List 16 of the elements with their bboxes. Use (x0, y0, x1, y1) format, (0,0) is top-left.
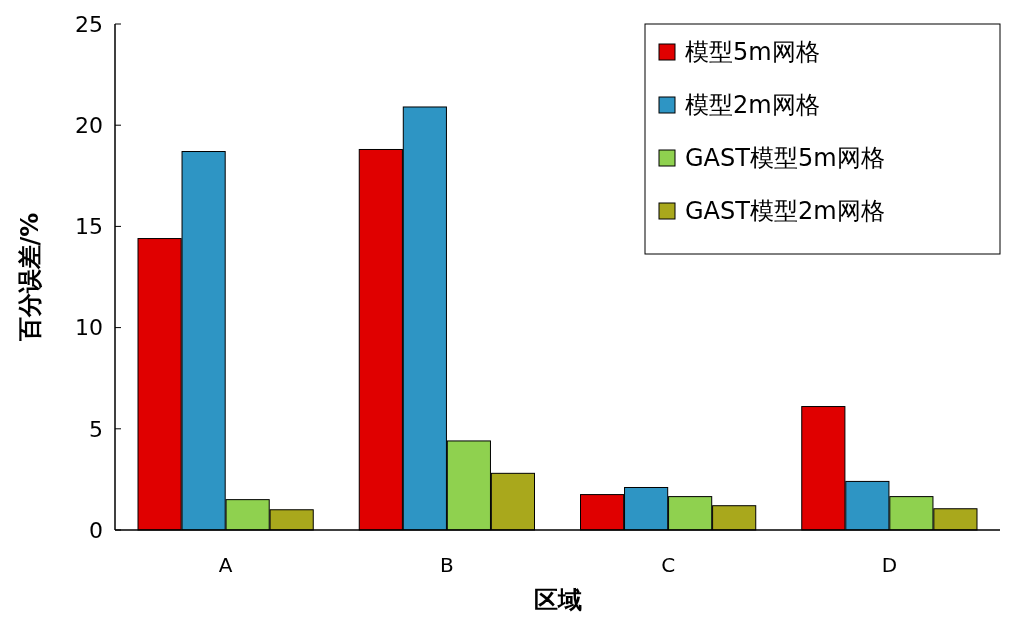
y-tick-label: 15 (75, 214, 103, 240)
legend-label: GAST模型2m网格 (685, 197, 885, 226)
y-tick-label: 10 (75, 315, 103, 341)
x-tick-label: A (218, 553, 233, 577)
x-tick-label: B (440, 553, 454, 577)
y-tick-label: 5 (89, 416, 103, 442)
y-tick-label: 25 (75, 11, 103, 37)
x-tick-label: C (661, 553, 676, 577)
y-axis-title: 百分误差/% (16, 212, 44, 343)
legend-label: 模型5m网格 (685, 38, 820, 67)
legend-label: 模型2m网格 (685, 91, 820, 120)
x-tick-label: D (881, 553, 898, 577)
y-tick-label: 20 (75, 112, 103, 138)
y-tick-label: 0 (89, 517, 103, 543)
legend-label: GAST模型5m网格 (685, 144, 885, 173)
x-axis-title: 区域 (533, 586, 582, 614)
